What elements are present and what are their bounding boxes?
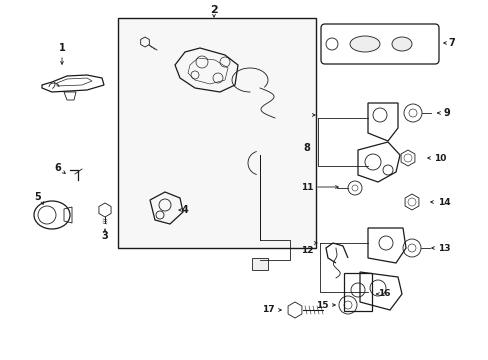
Text: 5: 5 (35, 192, 41, 202)
Bar (118, 18, 315, 248)
Text: 7: 7 (447, 38, 454, 48)
Polygon shape (251, 258, 267, 270)
Text: 16: 16 (377, 289, 389, 298)
Text: 9: 9 (443, 108, 449, 118)
Text: 13: 13 (437, 243, 449, 252)
Ellipse shape (349, 36, 379, 52)
Ellipse shape (391, 37, 411, 51)
Text: 12: 12 (300, 246, 313, 255)
Bar (343, 273, 371, 311)
Text: 8: 8 (303, 143, 310, 153)
Text: 15: 15 (315, 301, 327, 310)
Text: 3: 3 (102, 231, 108, 241)
Text: 10: 10 (433, 153, 445, 162)
Text: 11: 11 (300, 183, 313, 192)
Text: 2: 2 (210, 5, 218, 15)
Text: 17: 17 (261, 306, 274, 315)
Text: 14: 14 (437, 198, 449, 207)
Text: 1: 1 (59, 43, 65, 53)
Text: 4: 4 (181, 205, 188, 215)
Text: 6: 6 (55, 163, 61, 173)
